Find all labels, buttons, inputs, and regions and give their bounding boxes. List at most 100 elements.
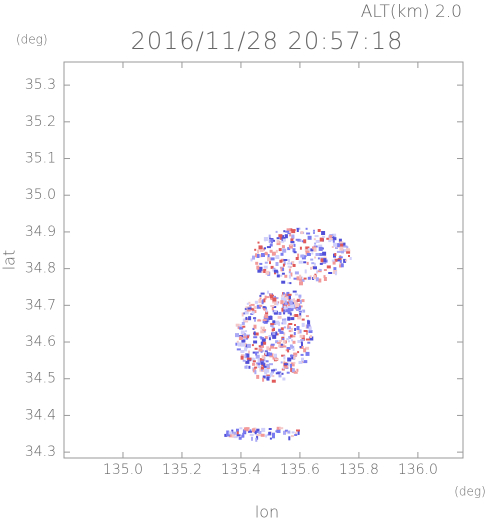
echo-cell xyxy=(292,264,296,267)
echo-cell xyxy=(309,336,314,341)
echo-cell xyxy=(332,233,337,238)
echo-cell xyxy=(246,357,250,360)
echo-cell xyxy=(290,298,295,302)
echo-cell xyxy=(300,278,305,282)
echo-cell xyxy=(297,253,300,258)
echo-cell xyxy=(242,432,245,437)
echo-cell xyxy=(263,307,266,311)
echo-cell xyxy=(266,246,271,249)
echo-cell xyxy=(313,266,317,270)
echo-cell xyxy=(272,310,275,312)
echo-cell xyxy=(274,358,279,361)
echo-cell xyxy=(290,367,294,372)
echo-cell xyxy=(300,254,305,258)
echo-cell xyxy=(276,426,281,430)
echo-cell xyxy=(296,326,300,330)
echo-cell xyxy=(235,333,239,338)
echo-cell xyxy=(287,316,291,321)
echo-cell xyxy=(260,326,263,330)
echo-cell xyxy=(303,348,307,353)
echo-cell xyxy=(293,371,298,374)
echo-cell xyxy=(244,307,247,310)
echo-cell xyxy=(293,361,296,364)
echo-cell xyxy=(305,246,310,250)
echo-cell xyxy=(305,346,310,350)
echo-cell xyxy=(266,346,270,351)
echo-cell xyxy=(278,311,282,315)
echo-cell xyxy=(261,355,265,360)
y-tick-label: 35.2 xyxy=(25,114,56,130)
echo-cell xyxy=(268,347,271,351)
echo-cell xyxy=(333,267,337,271)
echo-cell xyxy=(305,250,310,255)
echo-cell xyxy=(293,243,296,247)
echo-cell xyxy=(329,236,332,240)
echo-cell xyxy=(297,329,300,334)
echo-cell xyxy=(252,327,255,330)
echo-cell xyxy=(282,263,285,267)
echo-cell xyxy=(278,344,281,348)
echo-cell xyxy=(278,274,283,277)
echo-cell xyxy=(263,365,268,368)
echo-cell xyxy=(259,297,262,300)
echo-cell xyxy=(252,308,255,313)
echo-cell xyxy=(273,269,278,273)
echo-cell xyxy=(293,332,296,335)
echo-cell xyxy=(303,277,307,280)
echo-cell xyxy=(329,235,333,238)
echo-cell xyxy=(290,242,295,245)
echo-cell xyxy=(281,372,284,375)
echo-cell xyxy=(317,270,322,273)
echo-cell xyxy=(253,340,258,344)
echo-cell xyxy=(278,328,282,332)
echo-cell xyxy=(287,357,292,362)
echo-cell xyxy=(269,363,273,366)
echo-cell xyxy=(306,253,311,256)
echo-cell xyxy=(247,307,252,310)
y-tick-label: 34.8 xyxy=(25,261,56,277)
echo-cell xyxy=(263,269,267,273)
echo-cell xyxy=(275,340,279,344)
echo-cell xyxy=(254,318,256,322)
echo-cell xyxy=(238,436,242,440)
echo-cell xyxy=(276,341,281,344)
echo-cell xyxy=(237,327,240,330)
echo-cell xyxy=(253,331,256,336)
x-unit: (deg) xyxy=(454,485,486,499)
echo-cell xyxy=(256,304,261,309)
echo-cell xyxy=(280,300,284,305)
echo-cell xyxy=(269,243,273,247)
echo-cell xyxy=(241,322,245,325)
echo-cell xyxy=(295,303,299,308)
echo-cell xyxy=(256,434,261,437)
echo-cell xyxy=(236,340,239,343)
echo-cell xyxy=(284,300,287,305)
echo-cell xyxy=(349,257,352,260)
echo-cell xyxy=(290,243,292,246)
echo-cell xyxy=(300,339,305,342)
echo-cell xyxy=(291,431,295,434)
echo-cell xyxy=(286,371,290,374)
echo-cell xyxy=(328,239,332,243)
echo-cell xyxy=(244,354,247,359)
echo-cell xyxy=(275,262,279,266)
echo-cell xyxy=(264,314,269,319)
echo-cell xyxy=(272,334,277,339)
echo-cell xyxy=(252,360,256,363)
echo-cell xyxy=(243,312,246,315)
echo-cell xyxy=(239,427,243,430)
x-tick-label: 135.8 xyxy=(339,462,379,478)
echo-cell xyxy=(263,265,268,269)
echo-cell xyxy=(289,228,293,232)
echo-cell xyxy=(293,298,296,303)
echo-cell xyxy=(287,295,291,299)
echo-cell xyxy=(265,360,269,363)
echo-cell xyxy=(301,318,305,321)
echo-cell xyxy=(291,234,295,239)
echo-cell xyxy=(252,362,255,366)
echo-cell xyxy=(268,238,271,243)
echo-cell xyxy=(271,379,276,383)
echo-cell xyxy=(265,311,269,315)
echo-cell xyxy=(291,261,295,266)
y-unit: (deg) xyxy=(16,33,48,47)
